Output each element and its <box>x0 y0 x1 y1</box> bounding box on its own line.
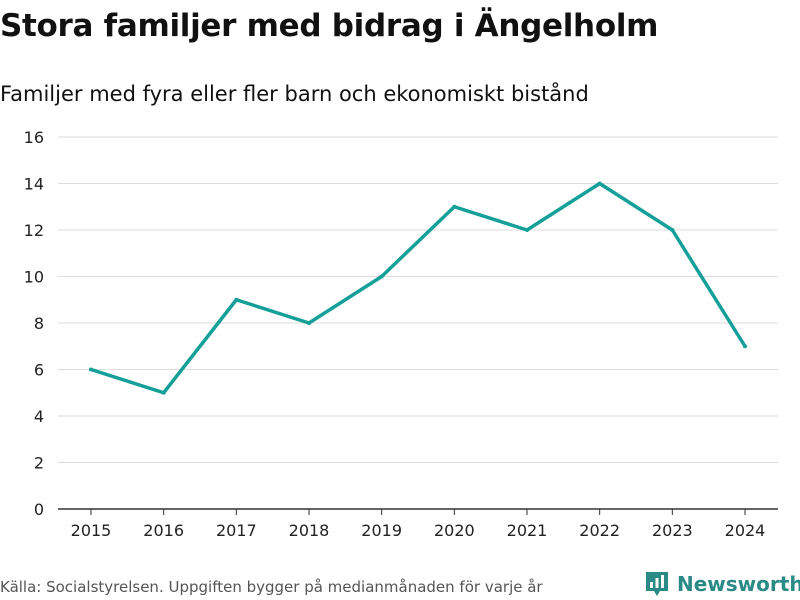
y-axis-ticks: 0 2 4 6 8 10 12 14 16 <box>24 128 44 519</box>
series-line <box>89 181 747 395</box>
data-point[interactable] <box>670 228 675 232</box>
y-tick-label: 8 <box>34 314 44 333</box>
brand-logo[interactable]: Newsworthy <box>644 570 800 598</box>
data-point[interactable] <box>379 274 384 279</box>
x-axis: 2015 2016 2017 2018 2019 2020 2021 2022 2023 2024 <box>58 508 778 540</box>
series <box>89 181 747 395</box>
y-tick-label: 2 <box>34 454 44 473</box>
data-point[interactable] <box>452 204 457 209</box>
x-tick-label: 2024 <box>725 521 766 540</box>
data-point[interactable] <box>161 390 166 395</box>
chart-subtitle: Familjer med fyra eller fler barn och ek… <box>0 82 589 106</box>
data-point[interactable] <box>234 297 239 302</box>
y-tick-label: 0 <box>34 500 44 519</box>
data-point[interactable] <box>525 228 529 232</box>
y-tick-label: 14 <box>24 175 44 194</box>
data-point[interactable] <box>89 367 93 372</box>
y-tick-label: 4 <box>34 407 44 426</box>
y-tick-label: 16 <box>24 128 44 147</box>
y-tick-label: 10 <box>24 268 44 287</box>
x-tick-label: 2017 <box>216 521 257 540</box>
chart-title: Stora familjer med bidrag i Ängelholm <box>0 8 659 44</box>
x-tick-label: 2015 <box>71 521 112 540</box>
x-tick-label: 2022 <box>579 521 620 540</box>
x-tick-label: 2016 <box>143 521 184 540</box>
data-point[interactable] <box>743 344 747 349</box>
x-tick-label: 2018 <box>289 521 330 540</box>
source-note: Källa: Socialstyrelsen. Uppgiften bygger… <box>0 578 543 596</box>
x-tick-label: 2023 <box>652 521 693 540</box>
newsworthy-logo-icon <box>646 572 668 596</box>
brand-name: Newsworthy <box>677 572 800 596</box>
x-tick-label: 2021 <box>507 521 548 540</box>
y-tick-label: 12 <box>24 221 44 240</box>
data-point[interactable] <box>307 321 311 325</box>
data-point[interactable] <box>597 181 602 186</box>
gridlines <box>58 136 778 463</box>
y-tick-label: 6 <box>34 361 44 380</box>
x-tick-label: 2019 <box>361 521 402 540</box>
x-tick-label: 2020 <box>434 521 475 540</box>
